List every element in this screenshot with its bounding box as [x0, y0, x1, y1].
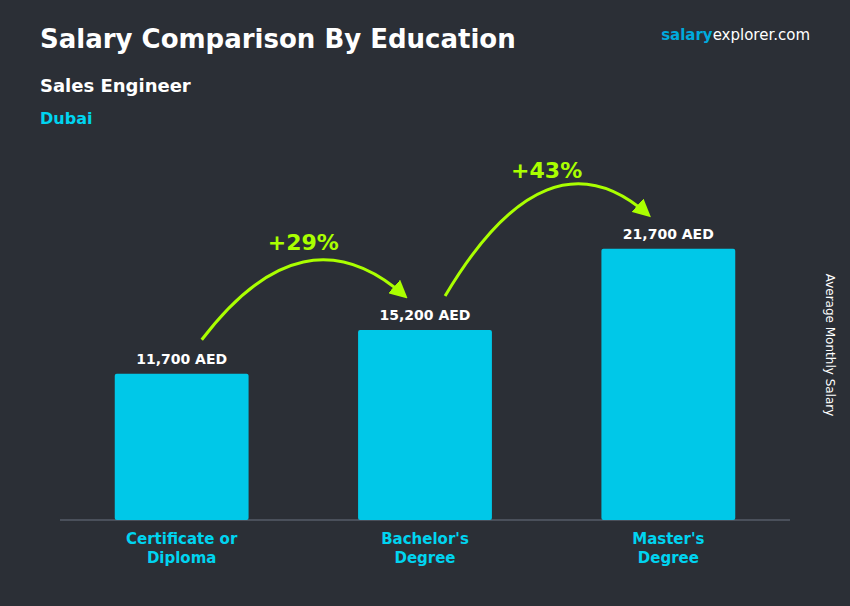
x-tick-label-line: Diploma [147, 549, 217, 567]
watermark-explorer: explorer.com [713, 26, 810, 44]
x-tick-label-line: Degree [394, 549, 455, 567]
watermark: salaryexplorer.com [661, 26, 810, 44]
subtitle: Sales Engineer [40, 75, 191, 96]
x-tick-label: Certificate orDiploma [126, 530, 238, 567]
x-tick-label-line: Certificate or [126, 530, 238, 548]
y-axis-label: Average Monthly Salary [823, 274, 837, 417]
value-label: 21,700 AED [623, 226, 714, 242]
watermark-salary: salary [661, 26, 713, 44]
x-tick-label: Bachelor'sDegree [381, 530, 469, 567]
growth-label: +29% [268, 230, 339, 255]
bar [601, 249, 735, 520]
growth-label: +43% [511, 158, 582, 183]
title: Salary Comparison By Education [40, 24, 516, 54]
bar [358, 330, 492, 520]
x-tick-label-line: Master's [632, 530, 704, 548]
value-label: 11,700 AED [136, 351, 227, 367]
location: Dubai [40, 109, 92, 128]
growth-arrow [445, 184, 648, 296]
growth-arrow [202, 260, 405, 340]
chart: Salary Comparison By Education Sales Engi… [0, 0, 850, 606]
x-tick-label-line: Degree [638, 549, 699, 567]
bars [115, 249, 736, 520]
bar [115, 374, 249, 520]
value-label: 15,200 AED [380, 307, 471, 323]
background [0, 0, 850, 606]
x-tick-label-line: Bachelor's [381, 530, 469, 548]
x-tick-label: Master'sDegree [632, 530, 704, 567]
